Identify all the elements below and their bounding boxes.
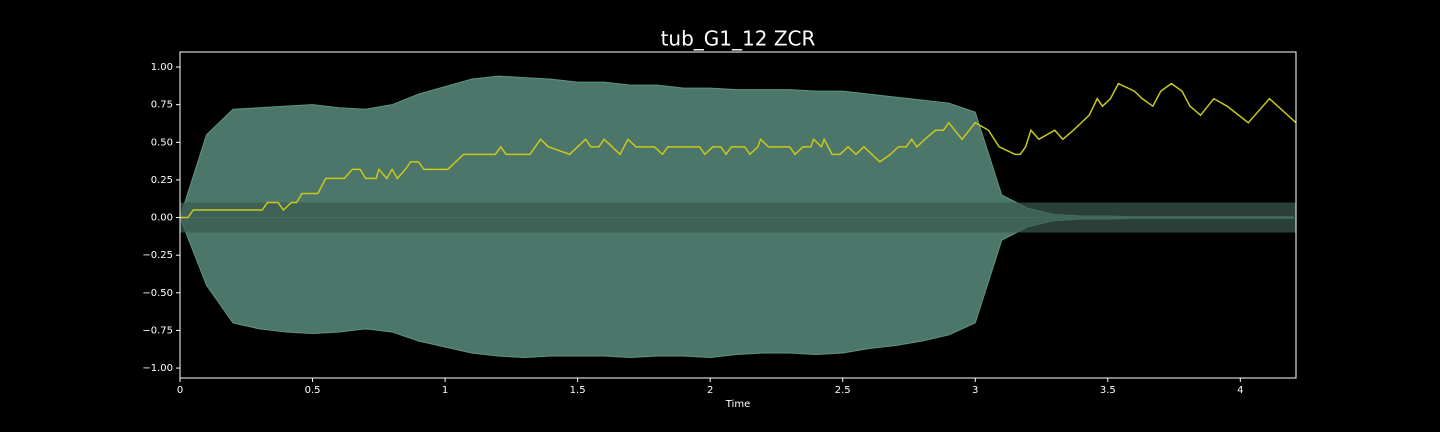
x-tick-label: 2 [707,385,713,396]
x-tick-label: 3.5 [1100,385,1116,396]
x-tick-label: 1.5 [570,385,586,396]
zcr-line [180,82,1297,219]
y-tick-label: −1.00 [142,363,173,374]
x-tick-label: 0.5 [305,385,321,396]
x-axis-label: Time [725,399,750,410]
y-tick-label: −0.25 [142,250,173,261]
x-tick-label: 1 [442,385,448,396]
x-tick-label: 2.5 [835,385,851,396]
chart-title: tub_G1_12 ZCR [661,27,816,51]
y-tick-label: −0.75 [142,325,173,336]
x-tick-label: 4 [1237,385,1243,396]
y-tick-label: 0.75 [151,100,173,111]
y-tick-label: 0.50 [151,137,173,148]
x-tick-label: 3 [972,385,978,396]
y-tick-label: 1.00 [151,62,173,73]
y-tick-label: 0.25 [151,175,173,186]
x-tick-label: 0 [177,385,183,396]
waveform-area [179,217,1294,359]
plot-frame [179,51,1297,379]
y-tick-label: −0.50 [142,288,173,299]
y-tick-label: 0.00 [151,213,173,224]
